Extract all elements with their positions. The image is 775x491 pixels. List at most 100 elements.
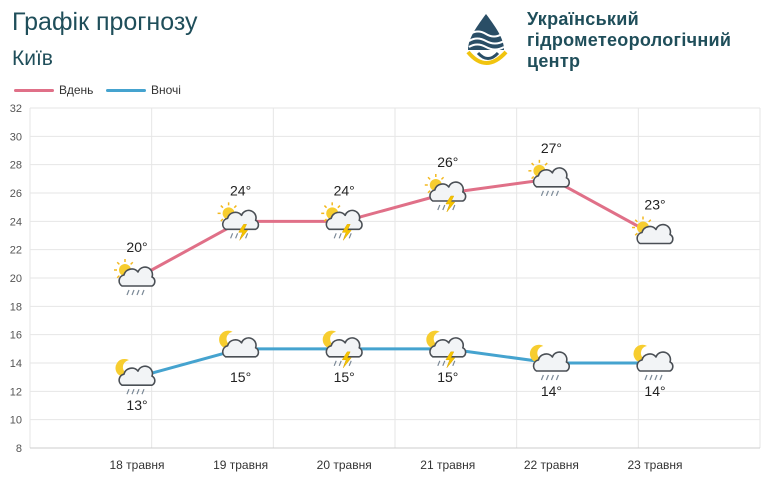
sun-ray: [634, 219, 638, 223]
rain-drop: [649, 374, 653, 381]
moon-shape: [633, 344, 649, 363]
night-temp-label: 14°: [541, 383, 562, 399]
rain-drop: [442, 204, 446, 211]
cloud-shape: [325, 209, 363, 231]
rain-drop: [550, 374, 554, 381]
rain-drop: [545, 190, 549, 197]
sun-ray: [440, 176, 445, 180]
moon-cloud-thunder-rain-icon: [426, 330, 467, 368]
moon-shape: [322, 330, 339, 349]
x-tick-label: 21 травня: [420, 458, 475, 472]
moon-shape: [426, 330, 442, 349]
night-temp-label: 15°: [230, 369, 251, 385]
y-tick-label: 22: [10, 245, 22, 257]
ukrhydromet-logo: [466, 14, 508, 65]
rain-drop: [338, 233, 342, 239]
sun-ray: [427, 176, 431, 180]
rain-drop: [235, 233, 239, 239]
sun-cloud-thunder-rain-icon: [321, 202, 363, 241]
day-temp-label: 26°: [437, 154, 458, 170]
sun-ray: [323, 205, 328, 209]
x-tick-label: 23 травня: [627, 458, 682, 472]
rain-drop: [442, 360, 446, 367]
night-temp-label: 14°: [644, 383, 665, 399]
logo-wave-3: [468, 43, 505, 51]
y-tick-label: 16: [10, 330, 22, 342]
rain-drop: [348, 233, 352, 239]
lightning-bolt: [341, 351, 352, 368]
sun-ray: [427, 190, 431, 194]
y-tick-label: 12: [10, 386, 22, 398]
sun-ray: [220, 218, 224, 222]
city-name: Київ: [12, 47, 53, 70]
moon-shape: [529, 344, 546, 363]
lightning-bolt: [238, 224, 249, 241]
sun-cloud-rain-icon: [114, 259, 156, 296]
y-tick-label: 10: [10, 415, 22, 427]
org-name-line-3: центр: [527, 51, 581, 71]
cloud-shape: [221, 337, 260, 358]
x-tick-label: 22 травня: [524, 458, 579, 472]
rain-drop: [437, 204, 441, 211]
night-temp-label: 15°: [334, 369, 355, 385]
legend-item-night[interactable]: Вночі: [106, 83, 181, 97]
day-temp-label: 23°: [644, 197, 665, 213]
cloud-shape: [325, 337, 363, 358]
lightning-bolt: [445, 195, 456, 213]
sun-cloud-icon: [632, 216, 674, 245]
sun-ray: [544, 162, 548, 166]
moon-cloud-rain-icon: [633, 344, 674, 381]
rain-drop: [659, 374, 663, 381]
cloud-shape: [532, 351, 570, 372]
rain-drop: [654, 374, 658, 381]
rain-drop: [540, 190, 544, 197]
legend-item-day[interactable]: Вдень: [14, 83, 93, 97]
rain-drop: [141, 388, 145, 395]
cloud-shape: [636, 223, 674, 245]
logo-wave-2: [468, 37, 505, 45]
sun-ray: [130, 261, 134, 265]
night-temp-label: 15°: [437, 369, 458, 385]
lightning-bolt: [341, 224, 352, 241]
night-temp-label: 13°: [126, 397, 147, 413]
cloud-shape: [532, 167, 570, 188]
x-tick-label: 20 травня: [317, 458, 372, 472]
rain-drop: [338, 360, 342, 367]
y-tick-label: 18: [10, 301, 22, 313]
sun-ray: [337, 205, 341, 209]
sun-ray: [116, 275, 120, 279]
rain-drop: [550, 190, 554, 197]
chart-title: Графік прогнозу: [12, 8, 198, 36]
sun-cloud-rain-icon: [528, 159, 570, 197]
y-tick-label: 26: [10, 188, 22, 200]
sun-ray: [233, 205, 237, 209]
sun-ray: [634, 232, 638, 236]
rain-drop: [437, 360, 441, 367]
moon-shape: [219, 330, 235, 349]
org-name-line-2: гідрометеорологічний: [527, 30, 732, 50]
sun-cloud-thunder-rain-icon: [424, 174, 467, 213]
logo-drop-shape: [468, 14, 504, 50]
rain-drop: [141, 289, 145, 296]
day-temp-label: 24°: [334, 182, 355, 198]
rain-drop: [555, 190, 559, 197]
moon-shape: [115, 358, 131, 377]
x-tick-label: 18 травня: [109, 458, 164, 472]
moon-cloud-icon: [219, 330, 260, 358]
day-temp-label: 20°: [126, 239, 147, 255]
sun-ray: [648, 219, 652, 223]
sun-cloud-thunder-rain-icon: [217, 202, 260, 241]
org-name-line-1: Український: [527, 9, 639, 29]
cloud-shape: [118, 365, 156, 386]
legend-swatch-night: [106, 89, 146, 93]
sun-ray: [220, 205, 224, 209]
logo-arc-blue: [476, 51, 500, 60]
moon-cloud-rain-icon: [115, 358, 156, 395]
cloud-shape: [118, 266, 156, 287]
legend-label-day: Вдень: [59, 83, 94, 97]
logo-arc-yellow: [466, 50, 508, 65]
moon-cloud-rain-icon: [529, 344, 570, 381]
y-tick-label: 14: [10, 358, 22, 370]
legend-swatch-day: [14, 89, 54, 93]
